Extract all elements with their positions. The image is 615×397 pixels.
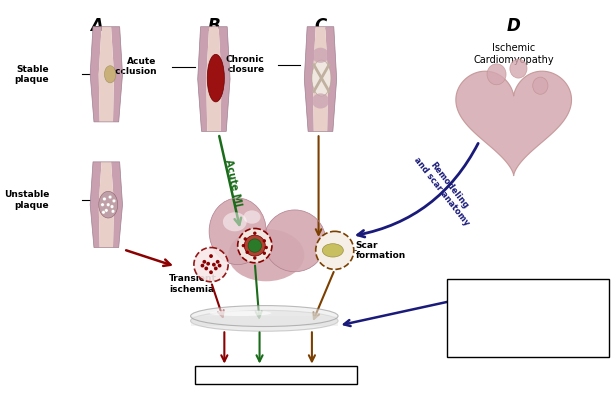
Polygon shape <box>111 162 122 247</box>
Ellipse shape <box>264 210 326 272</box>
Text: Stable
plaque: Stable plaque <box>15 65 49 84</box>
Circle shape <box>101 210 105 214</box>
Circle shape <box>103 197 106 201</box>
Ellipse shape <box>322 244 343 257</box>
Circle shape <box>263 252 266 255</box>
Circle shape <box>244 235 265 256</box>
Ellipse shape <box>99 191 117 218</box>
Circle shape <box>242 244 245 247</box>
Text: Remodeling
and scar anatomy: Remodeling and scar anatomy <box>411 149 478 228</box>
Text: Drugs/electrolytes: Drugs/electrolytes <box>461 332 539 341</box>
Text: D: D <box>507 17 520 35</box>
Text: C: C <box>314 17 327 35</box>
Polygon shape <box>111 27 122 122</box>
Circle shape <box>194 247 228 282</box>
Circle shape <box>237 229 272 263</box>
Circle shape <box>108 195 112 199</box>
Circle shape <box>245 251 249 254</box>
Text: Hemodynamic fluctuations: Hemodynamic fluctuations <box>461 307 576 316</box>
Circle shape <box>315 231 354 270</box>
Ellipse shape <box>210 310 271 316</box>
Polygon shape <box>99 27 114 122</box>
Circle shape <box>200 264 204 268</box>
Ellipse shape <box>191 306 338 326</box>
Text: Autonomic variations: Autonomic variations <box>461 320 552 329</box>
Text: Ischemic
Cardiomyopathy: Ischemic Cardiomyopathy <box>474 43 554 65</box>
Circle shape <box>263 239 266 243</box>
Circle shape <box>206 262 210 266</box>
Polygon shape <box>304 27 315 131</box>
Circle shape <box>218 264 221 268</box>
Ellipse shape <box>533 77 548 94</box>
Polygon shape <box>206 27 221 131</box>
Ellipse shape <box>244 210 261 224</box>
Polygon shape <box>90 162 101 247</box>
Circle shape <box>101 203 104 206</box>
FancyBboxPatch shape <box>195 366 357 384</box>
Ellipse shape <box>207 54 224 102</box>
Text: B: B <box>208 17 220 35</box>
Circle shape <box>110 205 114 208</box>
Circle shape <box>253 256 256 260</box>
Text: Acute MI: Acute MI <box>223 158 243 207</box>
Circle shape <box>244 237 247 241</box>
Text: Unstable
plaque: Unstable plaque <box>4 190 49 210</box>
Polygon shape <box>90 27 101 122</box>
Polygon shape <box>219 27 230 131</box>
Text: Genetic profile: Genetic profile <box>461 345 524 354</box>
Circle shape <box>106 203 110 206</box>
Ellipse shape <box>312 60 331 96</box>
Ellipse shape <box>312 93 329 108</box>
Circle shape <box>202 260 206 264</box>
Text: Scar
formation: Scar formation <box>355 241 406 260</box>
Ellipse shape <box>223 212 247 231</box>
Ellipse shape <box>228 229 304 281</box>
Text: Transient
ischemia: Transient ischemia <box>169 274 217 293</box>
Text: Acute
occlusion: Acute occlusion <box>109 57 157 76</box>
Ellipse shape <box>105 66 116 83</box>
Text: MODIFIERS:: MODIFIERS: <box>452 283 517 293</box>
Ellipse shape <box>191 310 338 331</box>
Circle shape <box>209 254 213 258</box>
Circle shape <box>209 270 213 274</box>
Polygon shape <box>197 27 209 131</box>
Ellipse shape <box>487 64 506 85</box>
Text: Cardiac Arrest / SCD: Cardiac Arrest / SCD <box>223 370 329 380</box>
Circle shape <box>112 199 116 202</box>
Text: Chronic
closure: Chronic closure <box>226 55 264 75</box>
Circle shape <box>111 210 115 213</box>
Circle shape <box>212 263 216 266</box>
Polygon shape <box>456 71 571 176</box>
Polygon shape <box>313 27 328 131</box>
Text: Ischemic burden: Ischemic burden <box>461 295 532 304</box>
FancyBboxPatch shape <box>447 279 609 357</box>
Circle shape <box>204 266 208 270</box>
Polygon shape <box>191 316 338 326</box>
Circle shape <box>264 246 268 249</box>
Text: A: A <box>90 17 103 35</box>
Circle shape <box>248 239 261 252</box>
Circle shape <box>216 260 220 264</box>
Circle shape <box>253 231 256 235</box>
Ellipse shape <box>312 48 329 63</box>
Circle shape <box>105 209 108 212</box>
Ellipse shape <box>209 198 266 265</box>
Polygon shape <box>99 162 114 247</box>
Circle shape <box>214 266 218 270</box>
Ellipse shape <box>510 59 527 78</box>
Polygon shape <box>325 27 336 131</box>
